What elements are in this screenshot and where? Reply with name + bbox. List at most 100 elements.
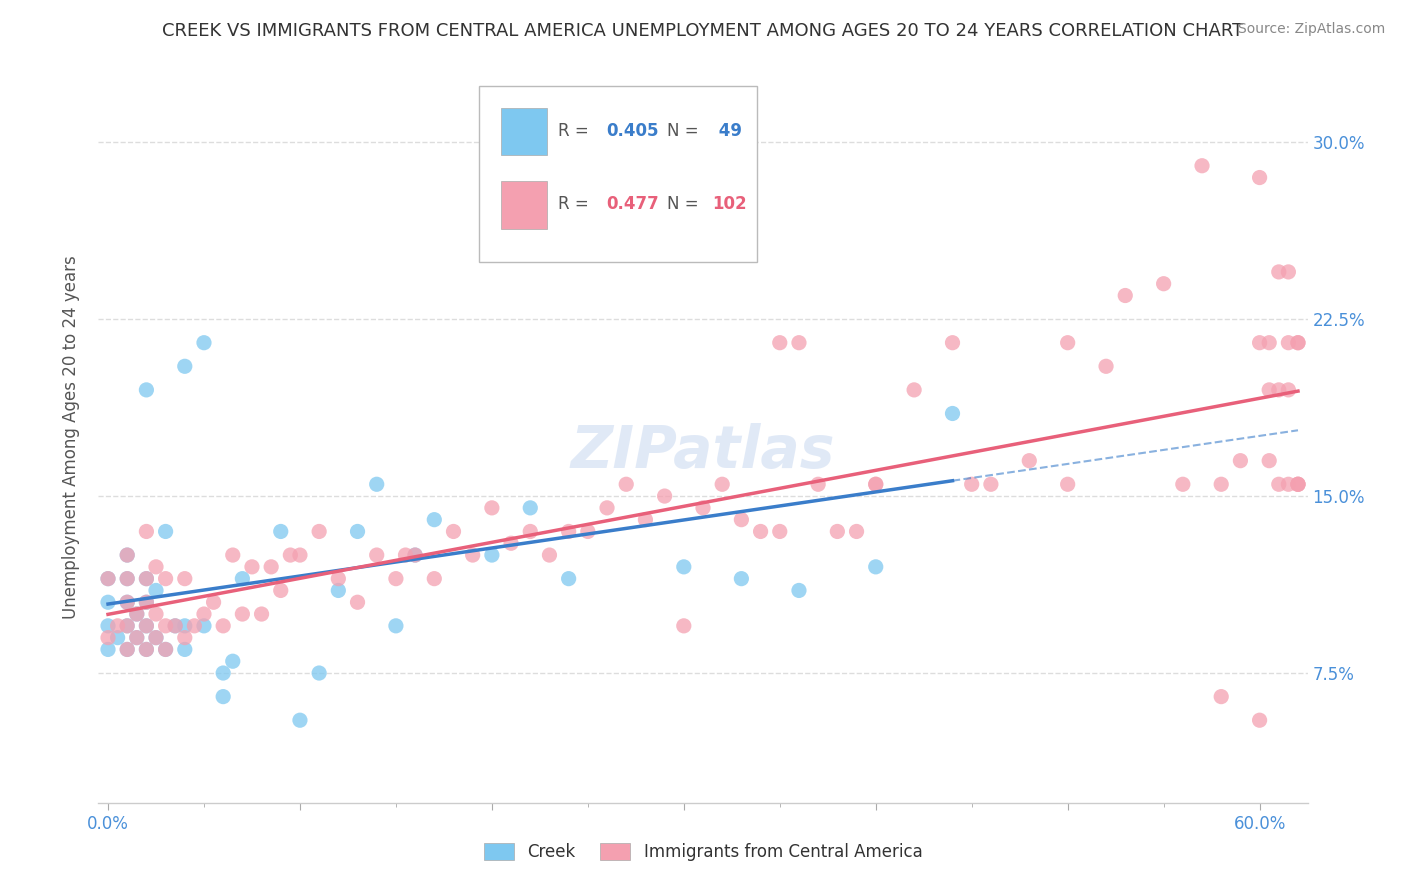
Point bbox=[787, 335, 810, 350]
Point bbox=[125, 631, 148, 645]
Point bbox=[135, 595, 157, 609]
Text: N =: N = bbox=[666, 195, 703, 213]
Point bbox=[557, 524, 579, 539]
Point bbox=[1286, 477, 1309, 491]
Point bbox=[115, 642, 138, 657]
Point bbox=[155, 642, 177, 657]
Point bbox=[288, 548, 311, 562]
Point bbox=[115, 548, 138, 562]
Point bbox=[394, 548, 416, 562]
Point bbox=[1018, 453, 1040, 467]
Point bbox=[288, 713, 311, 727]
Point bbox=[135, 524, 157, 539]
Point bbox=[308, 666, 330, 681]
Point bbox=[115, 595, 138, 609]
Point bbox=[97, 619, 120, 633]
Point bbox=[634, 513, 657, 527]
Point bbox=[135, 642, 157, 657]
Point bbox=[1249, 170, 1271, 185]
Point bbox=[155, 642, 177, 657]
Point bbox=[165, 619, 187, 633]
Text: ZIPatlas: ZIPatlas bbox=[571, 423, 835, 480]
Point bbox=[1277, 383, 1299, 397]
Point bbox=[404, 548, 426, 562]
Point bbox=[827, 524, 849, 539]
Point bbox=[328, 583, 350, 598]
FancyBboxPatch shape bbox=[479, 86, 758, 261]
Point bbox=[231, 572, 253, 586]
Point bbox=[280, 548, 302, 562]
Point bbox=[97, 631, 120, 645]
Point bbox=[519, 500, 541, 515]
Point bbox=[672, 619, 695, 633]
Point bbox=[328, 572, 350, 586]
Point bbox=[240, 559, 263, 574]
Point bbox=[155, 524, 177, 539]
Point bbox=[135, 572, 157, 586]
Point bbox=[787, 583, 810, 598]
Point bbox=[385, 619, 408, 633]
Text: 49: 49 bbox=[713, 122, 742, 140]
Text: CREEK VS IMMIGRANTS FROM CENTRAL AMERICA UNEMPLOYMENT AMONG AGES 20 TO 24 YEARS : CREEK VS IMMIGRANTS FROM CENTRAL AMERICA… bbox=[162, 22, 1244, 40]
Point bbox=[173, 572, 195, 586]
Point bbox=[672, 559, 695, 574]
Point bbox=[1286, 335, 1309, 350]
Point bbox=[135, 383, 157, 397]
Point bbox=[97, 572, 120, 586]
Point bbox=[769, 524, 792, 539]
Point bbox=[711, 477, 734, 491]
Point bbox=[1056, 477, 1078, 491]
Point bbox=[173, 619, 195, 633]
Point bbox=[654, 489, 676, 503]
Point bbox=[404, 548, 426, 562]
Point bbox=[193, 607, 215, 621]
Point bbox=[1191, 159, 1213, 173]
Point bbox=[250, 607, 273, 621]
Point bbox=[730, 513, 752, 527]
Point bbox=[1277, 265, 1299, 279]
Point bbox=[692, 500, 714, 515]
Text: R =: R = bbox=[558, 195, 593, 213]
Point bbox=[941, 335, 963, 350]
Point bbox=[461, 548, 484, 562]
Point bbox=[107, 619, 129, 633]
Point bbox=[576, 524, 599, 539]
Point bbox=[155, 619, 177, 633]
Text: 0.405: 0.405 bbox=[606, 122, 659, 140]
Point bbox=[270, 583, 292, 598]
Point bbox=[1095, 359, 1118, 374]
Point bbox=[980, 477, 1002, 491]
Point bbox=[97, 642, 120, 657]
Y-axis label: Unemployment Among Ages 20 to 24 years: Unemployment Among Ages 20 to 24 years bbox=[62, 255, 80, 619]
FancyBboxPatch shape bbox=[501, 181, 547, 228]
Point bbox=[135, 619, 157, 633]
Point bbox=[960, 477, 983, 491]
Point bbox=[135, 572, 157, 586]
Point bbox=[807, 477, 830, 491]
Point bbox=[614, 477, 637, 491]
Point bbox=[614, 218, 637, 232]
Point bbox=[557, 572, 579, 586]
Point bbox=[385, 572, 408, 586]
Point bbox=[115, 572, 138, 586]
Point bbox=[97, 572, 120, 586]
Point bbox=[173, 642, 195, 657]
Point bbox=[231, 607, 253, 621]
Point bbox=[903, 383, 925, 397]
Point bbox=[499, 536, 522, 550]
Point bbox=[1056, 335, 1078, 350]
FancyBboxPatch shape bbox=[501, 108, 547, 155]
Point bbox=[346, 524, 368, 539]
Text: N =: N = bbox=[666, 122, 703, 140]
Point bbox=[173, 359, 195, 374]
Point bbox=[865, 559, 887, 574]
Point bbox=[519, 524, 541, 539]
Point bbox=[366, 477, 388, 491]
Point bbox=[366, 548, 388, 562]
Point bbox=[481, 548, 503, 562]
Point bbox=[865, 477, 887, 491]
Text: R =: R = bbox=[558, 122, 593, 140]
Point bbox=[145, 559, 167, 574]
Point bbox=[115, 642, 138, 657]
Point bbox=[115, 619, 138, 633]
